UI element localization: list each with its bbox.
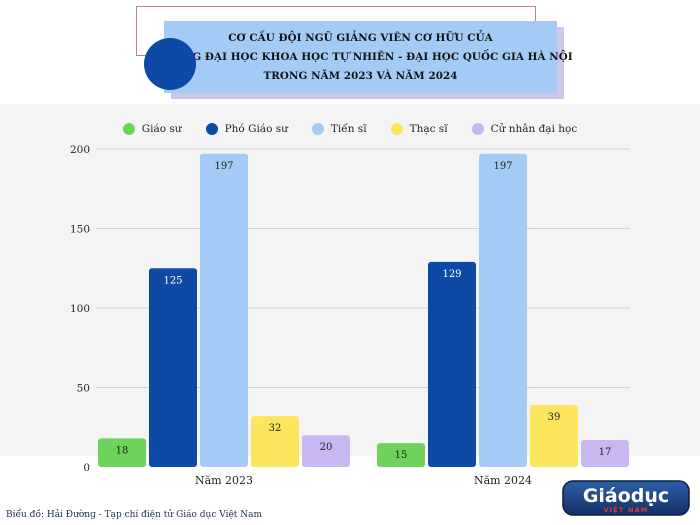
legend-swatch	[122, 123, 135, 135]
legend-swatch	[311, 123, 324, 135]
legend-swatch	[390, 123, 403, 135]
data-label: 125	[163, 275, 182, 286]
bar-cu-nhan-dai-hoc-nam-2024	[581, 439, 629, 467]
legend-item-pho-giao-su: Phó Giáo sư	[205, 123, 288, 135]
bar-thac-si-nam-2024	[530, 404, 578, 467]
chart-title-line-1: CƠ CẤU ĐỘI NGŨ GIẢNG VIÊN CƠ HỮU CỦA	[228, 31, 493, 44]
data-label: 18	[116, 445, 129, 456]
x-category-label: Năm 2024	[474, 474, 532, 487]
chart-credit: Biểu đồ: Hải Đường - Tạp chí điện tử Giá…	[6, 510, 263, 520]
data-label: 197	[493, 161, 512, 172]
data-label: 197	[214, 161, 233, 172]
plot-background	[0, 104, 700, 456]
logo-sub-text: VIỆT NAM	[603, 505, 648, 514]
bar-tien-si-nam-2023	[200, 153, 248, 467]
legend-swatch	[471, 123, 484, 135]
chart-title-line-3: TRONG NĂM 2023 VÀ NĂM 2024	[263, 69, 458, 82]
chart-legend: Giáo sư Phó Giáo sư Tiến sĩ Thạc sĩ Cử nhân …	[0, 119, 700, 139]
chart-title-line-2: TRƯỜNG ĐẠI HỌC KHOA HỌC TỰ NHIÊN - ĐẠI H…	[148, 50, 573, 63]
bar-pho-giao-su-nam-2023	[149, 268, 197, 467]
legend-label: Phó Giáo sư	[224, 123, 288, 135]
data-label: 129	[442, 269, 461, 280]
y-tick-label: 100	[70, 303, 90, 315]
data-label: 39	[548, 412, 561, 423]
y-tick-label: 200	[70, 144, 90, 156]
title-circle-decor	[144, 38, 196, 90]
legend-item-giao-su: Giáo sư	[122, 123, 182, 135]
legend-swatch	[205, 123, 218, 135]
bar-pho-giao-su-nam-2024	[428, 261, 476, 467]
data-label: 17	[599, 447, 612, 458]
legend-label: Thạc sĩ	[409, 123, 448, 135]
legend-label: Giáo sư	[141, 123, 182, 135]
legend-label: Cử nhân đại học	[490, 123, 578, 135]
legend-label: Tiến sĩ	[330, 123, 367, 135]
bar-thac-si-nam-2023	[251, 416, 299, 467]
data-label: 15	[395, 450, 408, 461]
bar-giao-su-nam-2023	[98, 438, 146, 467]
legend-item-cu-nhan-dai-hoc: Cử nhân đại học	[471, 123, 578, 135]
data-label: 32	[269, 423, 282, 434]
y-tick-label: 50	[77, 383, 90, 395]
chart-title: CƠ CẤU ĐỘI NGŨ GIẢNG VIÊN CƠ HỮU CỦA TRƯ…	[148, 21, 573, 93]
x-category-label: Năm 2023	[195, 474, 253, 487]
bar-cu-nhan-dai-hoc-nam-2023	[302, 435, 350, 467]
data-label: 20	[320, 442, 333, 453]
giaoduc-logo: Giáodục VIỆT NAM	[562, 480, 690, 516]
legend-item-thac-si: Thạc sĩ	[390, 123, 448, 135]
legend-item-tien-si: Tiến sĩ	[311, 123, 367, 135]
y-tick-label: 150	[70, 224, 90, 236]
logo-main-text: Giáodục	[583, 485, 669, 507]
bar-tien-si-nam-2024	[479, 153, 527, 467]
y-tick-label: 0	[83, 462, 90, 474]
bar-giao-su-nam-2024	[377, 443, 425, 467]
